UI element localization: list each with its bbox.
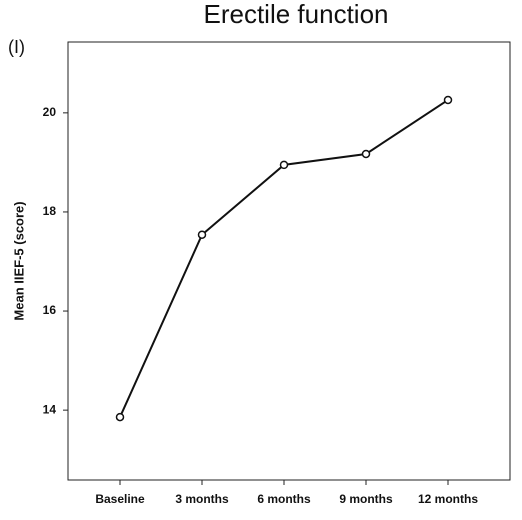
y-tick-label: 14 — [43, 402, 57, 416]
plot-frame — [67, 41, 511, 481]
y-axis-label: Mean IIEF-5 (score) — [11, 201, 26, 320]
x-tick-label: 3 months — [175, 492, 229, 506]
x-tick-label: 9 months — [339, 492, 393, 506]
data-point — [197, 230, 207, 239]
data-point — [279, 160, 289, 170]
x-tick-label: 12 months — [418, 492, 478, 506]
chart-title: Erectile function — [204, 0, 389, 29]
data-point — [361, 149, 371, 159]
data-point — [115, 412, 125, 422]
y-tick-label: 16 — [43, 303, 57, 317]
panel-label: (I) — [8, 37, 25, 57]
y-tick-label: 18 — [43, 204, 57, 218]
y-tick-label: 20 — [43, 105, 57, 119]
data-point — [443, 95, 453, 105]
x-tick-label: 6 months — [257, 492, 311, 506]
data-line — [119, 99, 449, 418]
x-tick-label: Baseline — [95, 492, 145, 506]
